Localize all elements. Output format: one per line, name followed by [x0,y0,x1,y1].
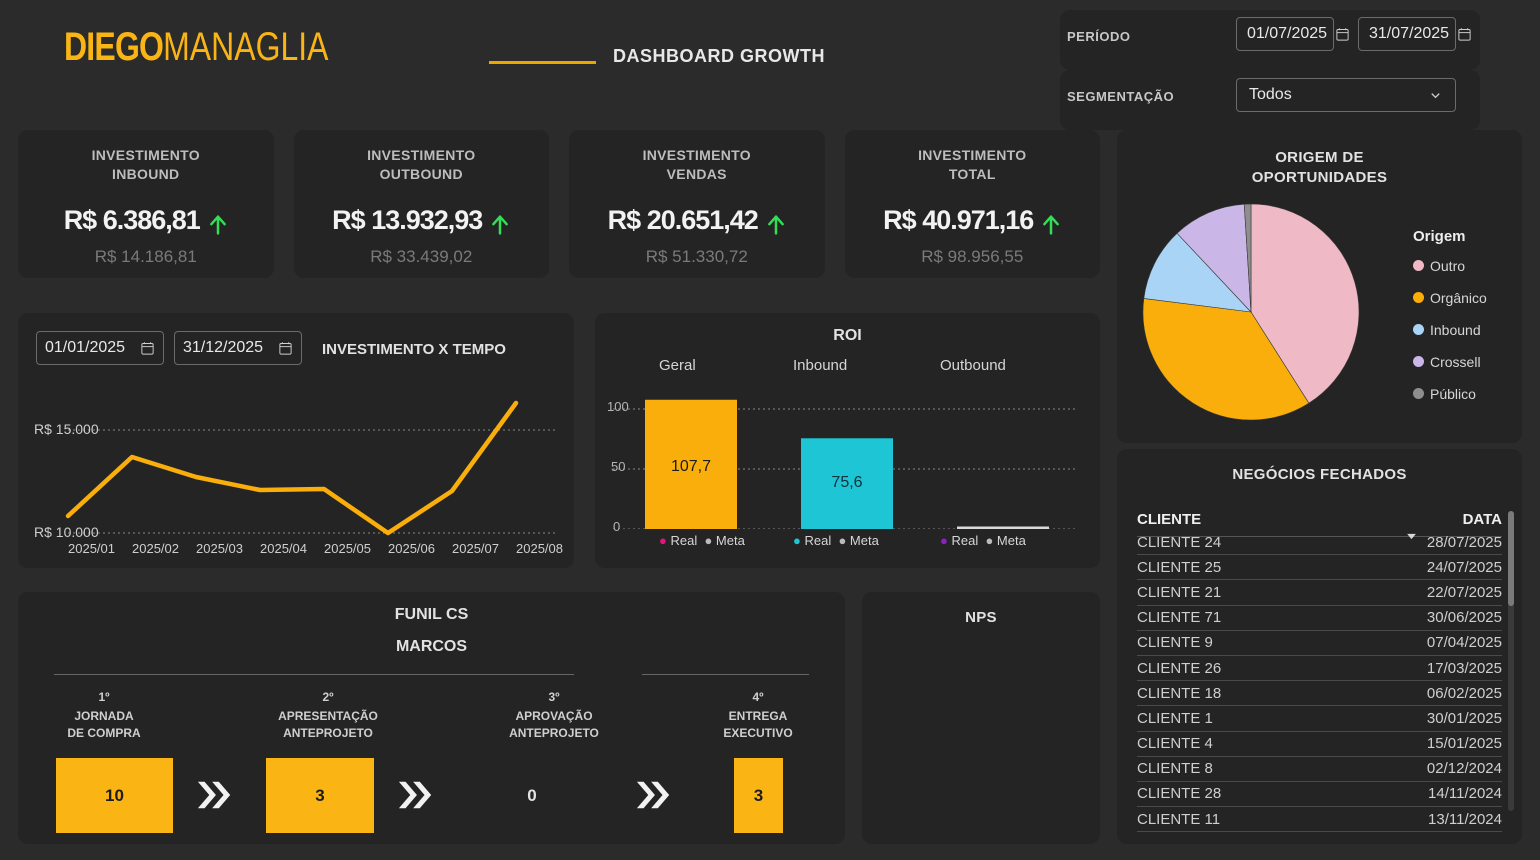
svg-text:107,7: 107,7 [671,458,711,475]
svg-text:75,6: 75,6 [831,474,862,491]
